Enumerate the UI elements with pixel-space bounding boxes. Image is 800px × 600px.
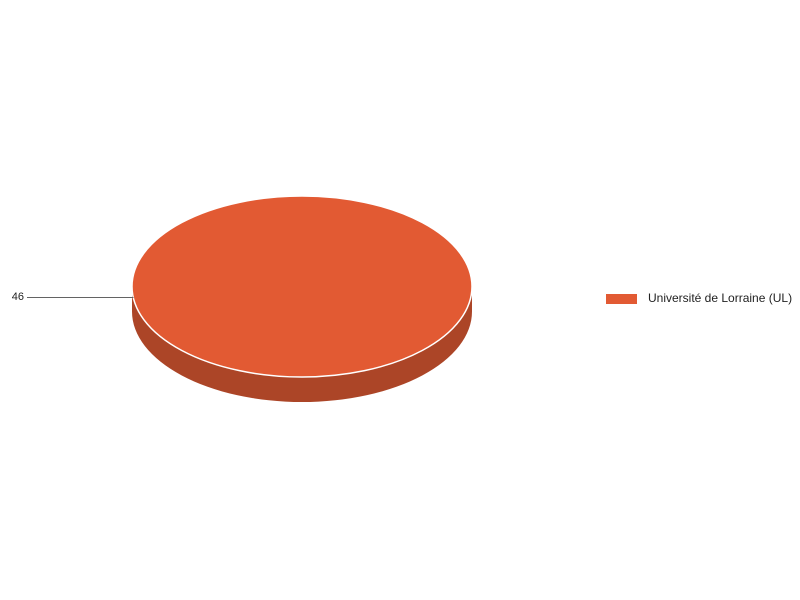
pie-slice-top[interactable] — [131, 195, 473, 378]
legend-swatch-rect — [606, 293, 637, 304]
pie-slice-side — [132, 286, 472, 402]
legend-swatch — [606, 293, 637, 304]
legend: Université de Lorraine (UL) — [606, 292, 792, 305]
slice-value-label: 46 — [11, 291, 24, 303]
legend-item[interactable]: Université de Lorraine (UL) — [606, 292, 792, 305]
legend-label: Université de Lorraine (UL) — [648, 291, 793, 305]
